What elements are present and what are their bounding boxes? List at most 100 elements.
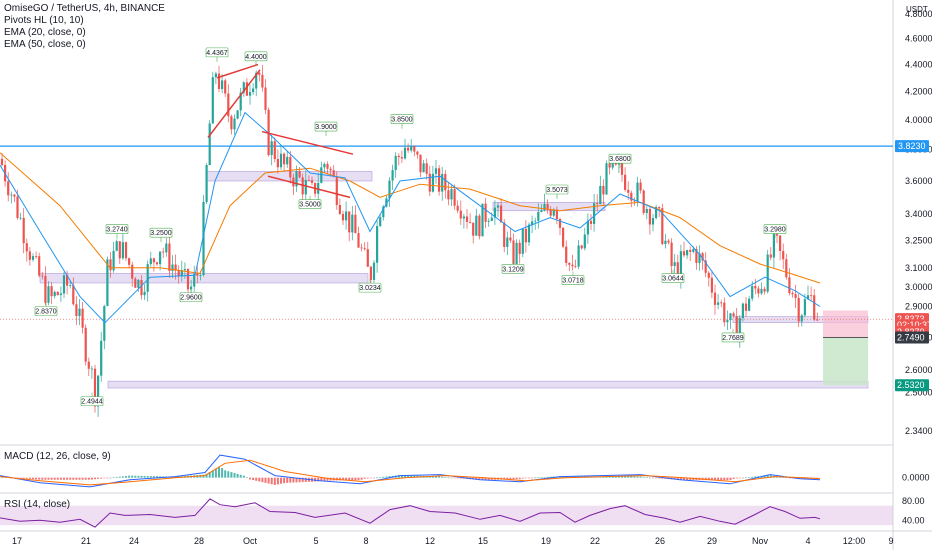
pivot-label: 3.1209 — [502, 266, 524, 273]
macd-histogram-bar — [75, 477, 78, 480]
candle-body — [391, 170, 394, 181]
candle-body — [720, 302, 723, 304]
candle-body — [351, 214, 354, 233]
macd-histogram-bar — [326, 477, 329, 481]
candle-body — [788, 277, 791, 294]
candle-body — [233, 118, 236, 130]
candle-body — [813, 295, 816, 320]
macd-histogram-bar — [475, 477, 478, 480]
price-tick-label: 4.6000 — [905, 34, 932, 44]
candle-body — [422, 163, 425, 173]
candle-body — [35, 256, 38, 257]
candle-body — [695, 249, 698, 263]
candle-body — [128, 258, 131, 265]
candle-body — [496, 205, 500, 208]
macd-histogram-bar — [658, 477, 661, 479]
candle-body — [506, 237, 509, 247]
macd-histogram-bar — [562, 476, 565, 478]
macd-histogram-bar — [456, 477, 459, 479]
short-position-tool[interactable] — [823, 310, 868, 386]
time-axis[interactable]: 17 21 24 28 Oct 5 8 12 15 19 22 26 29 Nov 4 12:00 9 — [12, 536, 894, 546]
candle-body — [552, 209, 555, 216]
candle-body — [803, 299, 806, 316]
candle-body — [589, 220, 593, 224]
macd-histogram-bar — [267, 477, 270, 484]
macd-histogram-bar — [35, 477, 38, 480]
candle-body — [72, 285, 75, 305]
macd-histogram-bar — [345, 477, 348, 481]
candle-body — [62, 275, 66, 294]
legend-rsi: RSI (14, close) — [4, 499, 71, 510]
candle-body — [639, 182, 642, 191]
candle-body — [366, 249, 369, 267]
macd-histogram-bar — [140, 475, 143, 478]
macd-histogram-bar — [208, 472, 211, 478]
candle-body — [56, 291, 59, 296]
candle-body — [723, 302, 726, 323]
macd-pane: 0.0000 — [0, 454, 930, 488]
macd-histogram-bar — [317, 477, 320, 482]
rsi-pane: 40.00 80.00 — [0, 496, 925, 528]
macd-histogram-bar — [59, 477, 62, 480]
candle-body — [676, 262, 679, 279]
time-tick-label: 19 — [541, 536, 551, 546]
macd-histogram-bar — [214, 468, 217, 478]
candle-body — [221, 80, 224, 90]
candle-body — [252, 88, 255, 93]
candle-body — [93, 368, 97, 407]
candle-body — [78, 308, 81, 317]
candle-body — [224, 80, 227, 94]
candle-body — [633, 200, 636, 202]
candle-body — [515, 242, 518, 266]
pivot-label: 3.0234 — [359, 285, 381, 292]
macd-histogram-bar — [431, 476, 434, 478]
candle-body — [165, 243, 168, 253]
candle-body — [171, 264, 174, 271]
candle-body — [47, 286, 50, 303]
candle-body — [518, 242, 521, 254]
trendlines[interactable] — [207, 63, 354, 199]
price-tick-label: 3.4000 — [905, 209, 932, 219]
macd-histogram-bar — [289, 477, 292, 483]
candle-body — [357, 233, 360, 248]
horizontal-level-line[interactable] — [0, 145, 893, 320]
macd-histogram-bar — [748, 477, 751, 478]
candle-body — [264, 87, 267, 110]
candle-body — [636, 182, 639, 202]
macd-histogram-bar — [717, 477, 720, 481]
candle-body — [307, 179, 310, 181]
macd-histogram-bar — [490, 477, 493, 480]
time-tick-label: 29 — [707, 536, 717, 546]
macd-histogram-bar — [754, 476, 757, 478]
candle-body — [196, 273, 199, 276]
legend-ema50: EMA (50, close, 0) — [4, 39, 86, 50]
price-zone — [107, 380, 869, 389]
macd-histogram-bar — [338, 477, 341, 481]
macd-histogram-bar — [639, 476, 642, 478]
macd-line — [0, 454, 821, 488]
pivot-label: 2.8370 — [35, 308, 57, 315]
macd-histogram-bar — [47, 477, 50, 480]
candle-body — [577, 245, 580, 267]
macd-histogram-bar — [245, 477, 248, 478]
candle-body — [630, 192, 633, 201]
macd-histogram-bar — [720, 477, 723, 481]
candle-body — [444, 174, 447, 191]
candle-body — [298, 170, 301, 178]
candle-body — [121, 242, 124, 259]
pivot-label: 4.4000 — [245, 54, 267, 61]
candle-body — [50, 286, 53, 297]
macd-histogram-bar — [56, 477, 59, 480]
time-tick-label: Oct — [243, 536, 258, 546]
candle-body — [558, 218, 562, 228]
candle-body — [149, 258, 152, 265]
candle-body — [462, 216, 465, 219]
candle-body — [335, 176, 338, 205]
candle-body — [186, 269, 190, 290]
price-tick-label: 2.3400 — [905, 426, 932, 436]
macd-histogram-bar — [738, 477, 741, 479]
time-tick-label: 21 — [81, 536, 91, 546]
candle-body — [388, 180, 391, 199]
candle-body — [766, 254, 769, 292]
